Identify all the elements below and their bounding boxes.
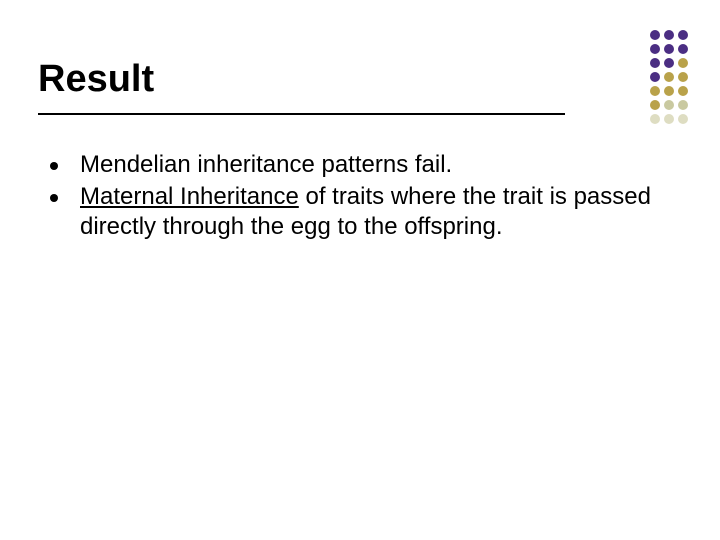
title-underline-rule (38, 113, 565, 115)
decoration-dot (678, 114, 688, 124)
corner-decoration (650, 30, 688, 124)
bullet-icon (50, 194, 58, 202)
bullet-text: Mendelian inheritance patterns fail. (80, 150, 670, 180)
decoration-dot (650, 30, 660, 40)
underlined-term: Maternal Inheritance (80, 183, 299, 210)
decoration-dot (664, 114, 674, 124)
decoration-dot (678, 72, 688, 82)
decoration-dot (650, 100, 660, 110)
decoration-dot (650, 86, 660, 96)
decoration-dot (664, 44, 674, 54)
decoration-dot (664, 72, 674, 82)
decoration-dot (650, 114, 660, 124)
content-area: Mendelian inheritance patterns fail. Mat… (38, 150, 670, 244)
decoration-dot (678, 100, 688, 110)
title-area: Result (38, 58, 570, 111)
slide-title: Result (38, 58, 570, 111)
decoration-dot (664, 58, 674, 68)
decoration-dot (678, 86, 688, 96)
decoration-dot (664, 100, 674, 110)
decoration-dot (650, 44, 660, 54)
decoration-dot (678, 30, 688, 40)
decoration-dot (664, 30, 674, 40)
decoration-dot (678, 58, 688, 68)
decoration-dot (678, 44, 688, 54)
bullet-text: Maternal Inheritance of traits where the… (80, 182, 670, 242)
decoration-dot (650, 72, 660, 82)
bullet-icon (50, 162, 58, 170)
decoration-dot (650, 58, 660, 68)
decoration-dot (664, 86, 674, 96)
list-item: Mendelian inheritance patterns fail. (38, 150, 670, 180)
list-item: Maternal Inheritance of traits where the… (38, 182, 670, 242)
